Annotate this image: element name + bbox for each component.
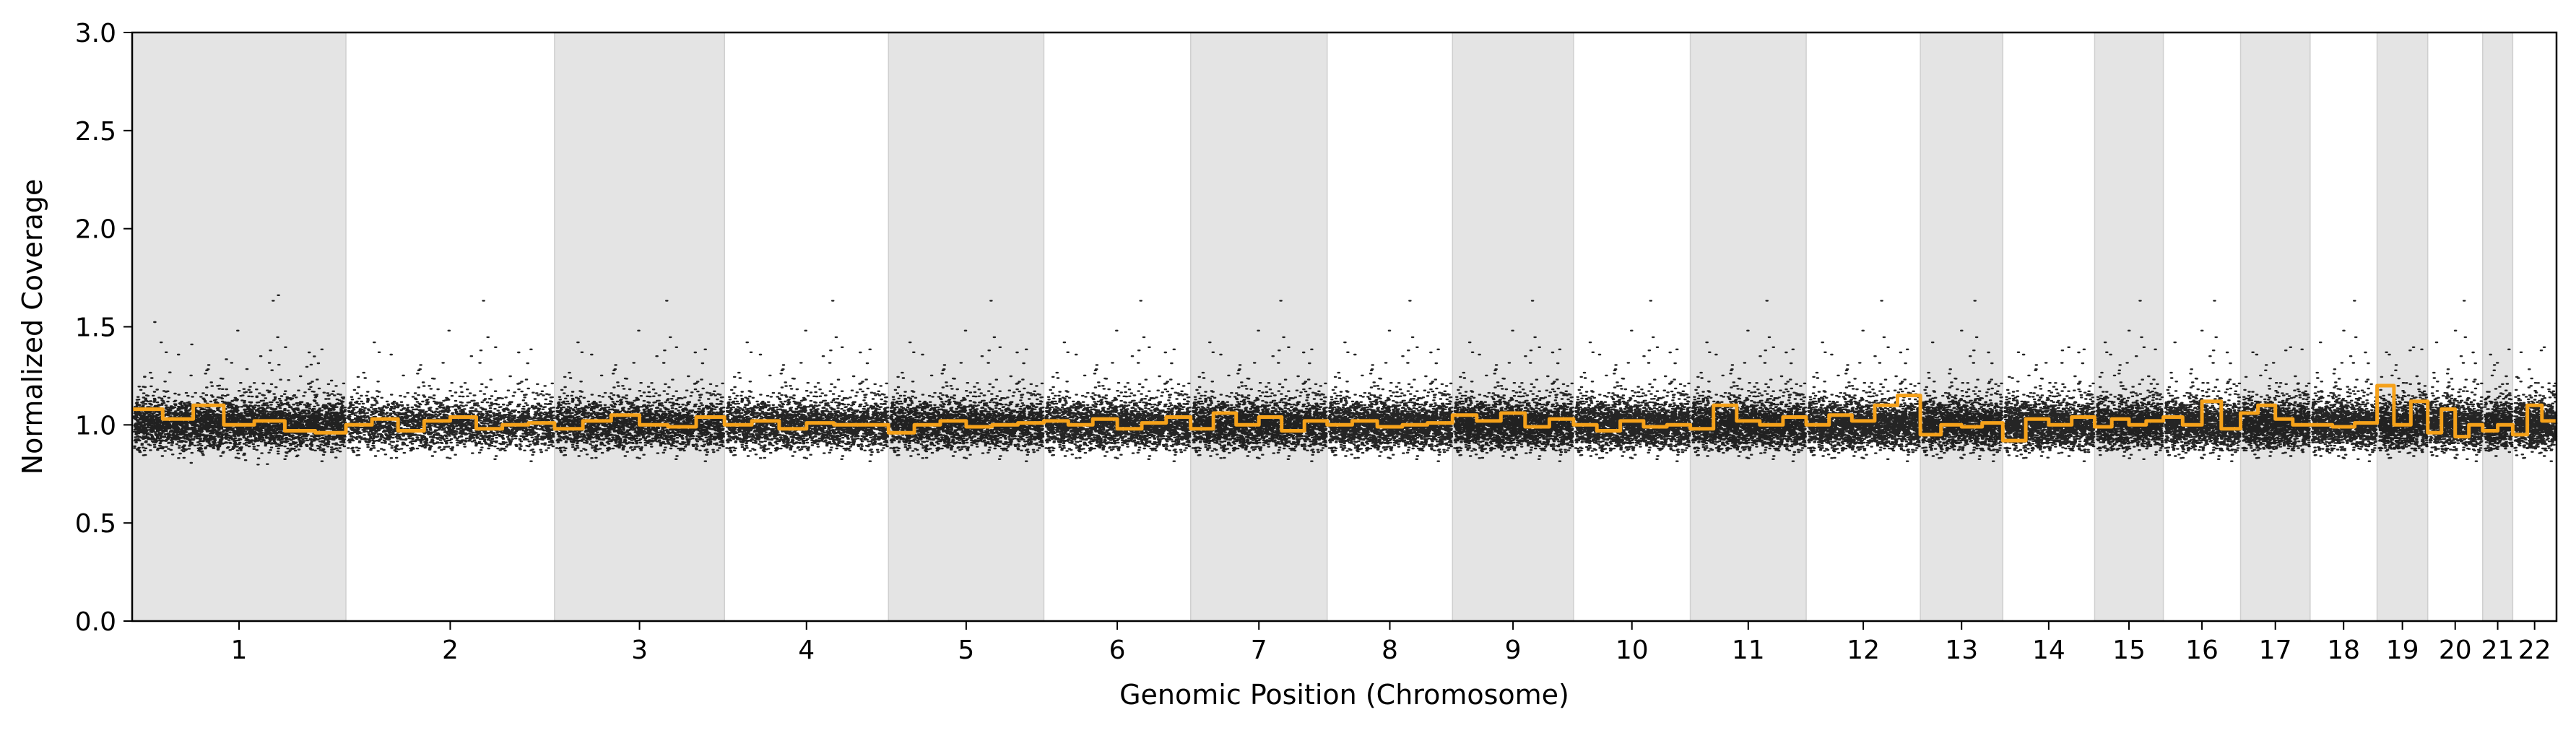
x-axis-title: Genomic Position (Chromosome): [1119, 679, 1569, 711]
x-axis: 1 2 3 4 5 6 7 8 9 10 11 12 13 14 15 16 17 18 19 20 21 22: [231, 621, 2551, 665]
y-tick-label: 0.0: [75, 607, 116, 637]
y-axis-title: Normalized Coverage: [17, 179, 48, 475]
x-tick-label-3: 3: [631, 636, 648, 665]
x-tick-label-5: 5: [958, 636, 974, 665]
chromosome-band-1: [131, 32, 347, 622]
chromosome-band-19: [2376, 32, 2429, 622]
chromosome-band-15: [2094, 32, 2164, 622]
plot-frame: [131, 31, 2558, 623]
x-tick-label-18: 18: [2327, 636, 2360, 665]
y-tick-label: 1.0: [75, 411, 116, 441]
x-tick-label-6: 6: [1109, 636, 1126, 665]
x-tick-label-9: 9: [1505, 636, 1522, 665]
y-tick-label: 2.5: [75, 117, 116, 147]
x-tick-label-4: 4: [798, 636, 815, 665]
x-tick-label-10: 10: [1616, 636, 1649, 665]
x-tick-label-16: 16: [2185, 636, 2219, 665]
chromosome-band-11: [1689, 32, 1807, 622]
y-tick-label: 1.5: [75, 313, 116, 343]
chromosome-band-3: [554, 32, 725, 622]
segment-series: [132, 383, 2557, 443]
chromosome-bands: [131, 32, 2514, 622]
segment-line: [132, 383, 2557, 443]
coverage-points: [132, 294, 2558, 466]
x-tick-label-11: 11: [1732, 636, 1765, 665]
x-tick-label-17: 17: [2259, 636, 2292, 665]
x-tick-label-1: 1: [231, 636, 248, 665]
x-tick-label-8: 8: [1382, 636, 1398, 665]
x-tick-label-21: 21: [2481, 636, 2515, 665]
chromosome-band-13: [1920, 32, 2004, 622]
chromosome-band-5: [888, 32, 1045, 622]
y-axis: 0.0 0.5 1.0 1.5 2.0 2.5 3.0: [75, 19, 132, 637]
x-tick-label-22: 22: [2518, 636, 2551, 665]
y-tick-label: 0.5: [75, 509, 116, 539]
x-tick-label-14: 14: [2032, 636, 2065, 665]
x-tick-label-12: 12: [1847, 636, 1880, 665]
x-tick-label-13: 13: [1945, 636, 1978, 665]
chromosome-band-7: [1189, 32, 1328, 622]
chromosome-band-21: [2482, 32, 2514, 622]
x-tick-label-2: 2: [442, 636, 459, 665]
x-tick-label-19: 19: [2386, 636, 2419, 665]
y-tick-label: 2.0: [75, 215, 116, 245]
y-tick-label: 3.0: [75, 19, 116, 48]
coverage-point-cloud: [132, 294, 2558, 466]
x-tick-label-15: 15: [2112, 636, 2146, 665]
x-tick-label-20: 20: [2439, 636, 2472, 665]
x-tick-label-7: 7: [1251, 636, 1267, 665]
chromosome-band-9: [1452, 32, 1574, 622]
chromosome-band-17: [2239, 32, 2311, 622]
